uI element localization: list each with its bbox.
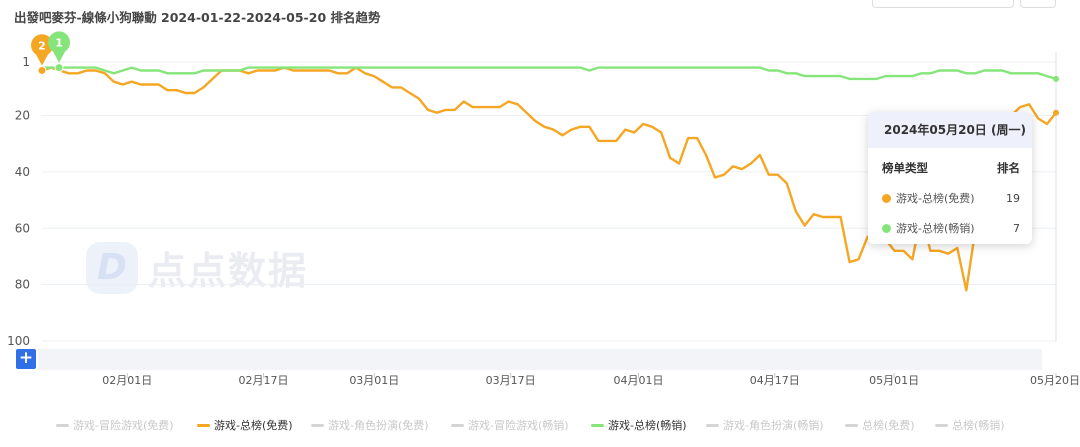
x-tick-label: 04月17日	[750, 374, 800, 387]
x-tick-label: 02月17日	[239, 374, 289, 387]
data-tooltip: 2024年05月20日 (周一) 榜单类型 排名 游戏-总榜(免费) 19 游戏…	[868, 112, 1032, 244]
chart-title: 出發吧麥芬-線條小狗聯動 2024-01-22-2024-05-20 排名趋势	[14, 10, 381, 25]
tooltip-col-rank: 排名	[997, 161, 1020, 175]
tooltip-row-free: 游戏-总榜(免费) 19	[868, 190, 1032, 206]
pin-point	[37, 65, 47, 75]
legend-item[interactable]: 游戏-冒险游戏(免费)	[56, 417, 174, 433]
x-tick-label: 05月01日	[869, 374, 919, 387]
legend-label: 游戏-角色扮演(畅销)	[723, 419, 824, 432]
legend-label: 总榜(畅销)	[952, 419, 1005, 432]
pin-label: 2	[38, 39, 46, 52]
legend-item[interactable]: 游戏-总榜(免费)	[197, 417, 293, 433]
legend-label: 游戏-总榜(免费)	[214, 419, 293, 432]
x-tick-label: 03月17日	[486, 374, 536, 387]
toolbar-button[interactable]	[1020, 0, 1056, 8]
legend-label: 游戏-总榜(畅销)	[608, 419, 687, 432]
legend-swatch-icon	[591, 423, 604, 427]
legend-item[interactable]: 总榜(畅销)	[935, 417, 1005, 433]
series-pin-marker: 1	[48, 31, 71, 73]
toolbar-button[interactable]	[872, 0, 1014, 8]
y-tick-label: 80	[15, 278, 30, 292]
y-tick-label: 100	[7, 334, 30, 348]
series-dot-icon	[882, 223, 891, 233]
legend-item[interactable]: 游戏-总榜(畅销)	[591, 417, 687, 433]
series-pin-marker: 2	[31, 34, 53, 75]
tooltip-row-name: 游戏-总榜(免费)	[896, 192, 975, 205]
series-last-point	[1053, 109, 1059, 116]
x-tick-label: 04月01日	[613, 374, 663, 387]
tooltip-row-value: 19	[1006, 191, 1020, 205]
x-tick-label: 03月01日	[349, 374, 399, 387]
legend-swatch-icon	[935, 423, 948, 427]
pin-shape	[31, 34, 53, 66]
legend-swatch-icon	[451, 423, 464, 427]
watermark-brand: 点点数据	[148, 249, 309, 293]
legend: 游戏-冒险游戏(免费) 游戏-总榜(免费) 游戏-角色扮演(免费) 游戏-冒险游…	[0, 417, 1080, 437]
tooltip-col-type: 榜单类型	[882, 161, 928, 175]
tooltip-header: 榜单类型 排名	[868, 148, 1032, 176]
series-last-point	[1053, 75, 1059, 82]
series-dot-icon	[882, 193, 891, 203]
legend-item[interactable]: 游戏-角色扮演(畅销)	[706, 417, 824, 433]
tooltip-row-name: 游戏-总榜(畅销)	[896, 222, 975, 235]
y-tick-label: 60	[15, 221, 30, 235]
legend-item[interactable]: 总榜(免费)	[845, 417, 915, 433]
legend-label: 总榜(免费)	[862, 419, 915, 432]
legend-label: 游戏-冒险游戏(免费)	[73, 419, 174, 432]
x-tick-label: 05月20日	[1030, 374, 1080, 387]
tooltip-row-grossing: 游戏-总榜(畅销) 7	[868, 220, 1032, 236]
add-button[interactable]: +	[16, 349, 36, 369]
y-tick-label: 1	[22, 55, 30, 69]
legend-label: 游戏-冒险游戏(畅销)	[468, 419, 569, 432]
y-tick-label: 20	[15, 109, 30, 123]
legend-swatch-icon	[56, 423, 69, 427]
pin-shape	[48, 31, 71, 63]
legend-item[interactable]: 游戏-角色扮演(免费)	[311, 417, 429, 433]
legend-swatch-icon	[311, 423, 324, 427]
y-tick-label: 40	[15, 165, 30, 179]
zoom-slider[interactable]	[38, 349, 1042, 370]
pin-point	[54, 63, 64, 73]
pin-label: 1	[55, 37, 63, 50]
legend-swatch-icon	[706, 423, 719, 427]
legend-swatch-icon	[845, 423, 858, 427]
tooltip-row-value: 7	[1013, 221, 1020, 235]
legend-label: 游戏-角色扮演(免费)	[328, 419, 429, 432]
legend-swatch-icon	[197, 423, 210, 427]
x-tick-label: 02月01日	[102, 374, 152, 387]
legend-item[interactable]: 游戏-冒险游戏(畅销)	[451, 417, 569, 433]
tooltip-date: 2024年05月20日 (周一)	[868, 112, 1032, 148]
series-line	[42, 66, 1057, 81]
